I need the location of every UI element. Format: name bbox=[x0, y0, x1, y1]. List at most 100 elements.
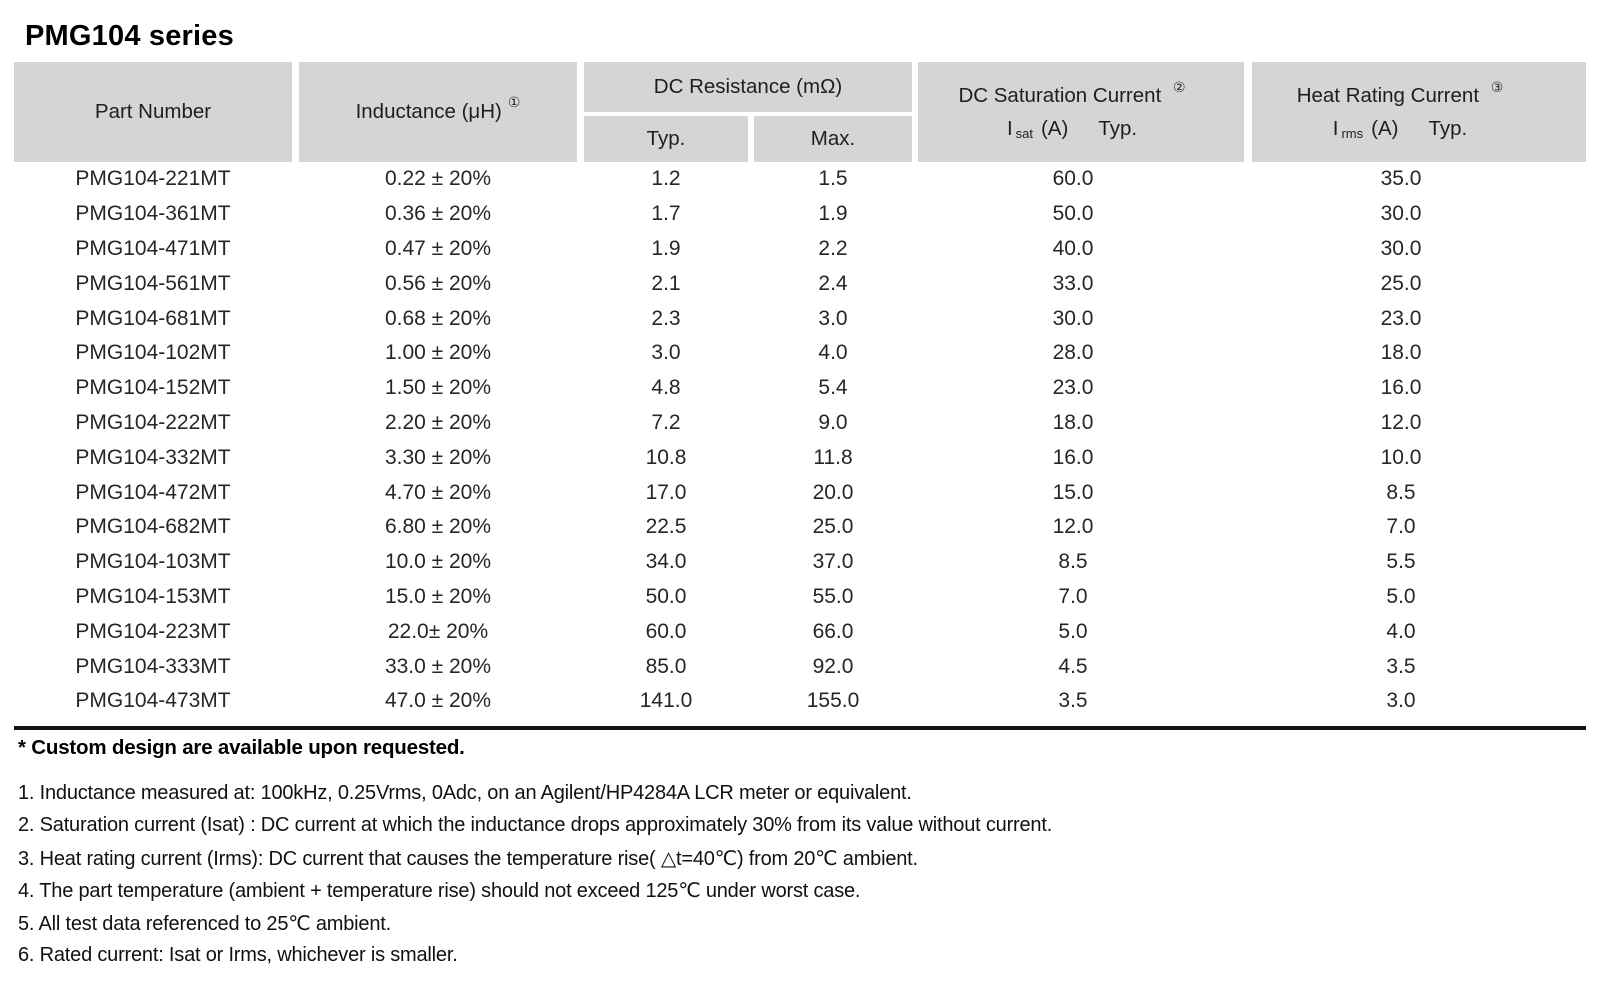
cell-irms: 12.0 bbox=[1380, 410, 1422, 434]
cell-part-number: PMG104-102MT bbox=[75, 341, 231, 365]
isat-subscript: sat bbox=[1015, 126, 1033, 141]
isat-unit: (A) bbox=[1040, 116, 1069, 140]
footnote-ref-2: ② bbox=[1172, 78, 1186, 95]
cell-dcr-typ: 34.0 bbox=[645, 550, 687, 574]
footnote-6: 6. Rated current: Isat or Irms, whicheve… bbox=[18, 944, 458, 967]
table-row: PMG104-103MT 10.0 ± 20% 34.0 37.0 8.5 5.… bbox=[14, 545, 1586, 580]
cell-dcr-typ: 22.5 bbox=[645, 515, 687, 539]
col-header-heat-rating-current: Heat Rating Current ③ I rms (A) Typ. bbox=[1252, 62, 1586, 162]
saturation-subheader: I sat (A) Typ. bbox=[1007, 116, 1138, 142]
irms-qualifier: Typ. bbox=[1428, 116, 1468, 140]
table-row: PMG104-102MT 1.00 ± 20% 3.0 4.0 28.0 18.… bbox=[14, 336, 1586, 371]
cell-irms: 7.0 bbox=[1386, 515, 1416, 539]
irms-unit: (A) bbox=[1371, 116, 1399, 140]
cell-inductance: 4.70 ± 20% bbox=[384, 480, 492, 504]
cell-isat: 30.0 bbox=[1052, 306, 1094, 330]
col-header-heat-label: Heat Rating Current bbox=[1296, 83, 1480, 107]
irms-subscript: rms bbox=[1341, 126, 1364, 141]
cell-part-number: PMG104-472MT bbox=[75, 480, 231, 504]
cell-irms: 3.5 bbox=[1386, 654, 1416, 678]
cell-part-number: PMG104-682MT bbox=[75, 515, 231, 539]
cell-dcr-typ: 1.9 bbox=[651, 236, 681, 260]
cell-dcr-typ: 2.3 bbox=[651, 306, 681, 330]
cell-inductance: 3.30 ± 20% bbox=[384, 445, 492, 469]
cell-inductance: 47.0 ± 20% bbox=[384, 689, 492, 713]
page-title: PMG104 series bbox=[25, 20, 234, 52]
cell-isat: 8.5 bbox=[1058, 550, 1088, 574]
table-row: PMG104-473MT 47.0 ± 20% 141.0 155.0 3.5 … bbox=[14, 684, 1586, 719]
col-header-dc-resistance: DC Resistance (mΩ) bbox=[584, 62, 912, 112]
cell-isat: 4.5 bbox=[1058, 654, 1088, 678]
cell-irms: 3.0 bbox=[1386, 689, 1416, 713]
cell-dcr-typ: 1.2 bbox=[651, 167, 681, 191]
col-header-inductance-label: Inductance (μH) bbox=[355, 100, 502, 123]
cell-isat: 33.0 bbox=[1052, 271, 1094, 295]
table-body: PMG104-221MT 0.22 ± 20% 1.2 1.5 60.0 35.… bbox=[14, 162, 1586, 719]
col-header-dcr-typ-label: Typ. bbox=[646, 127, 686, 150]
table-row: PMG104-561MT 0.56 ± 20% 2.1 2.4 33.0 25.… bbox=[14, 266, 1586, 301]
cell-part-number: PMG104-332MT bbox=[75, 445, 231, 469]
footnote-2: 2. Saturation current (Isat) : DC curren… bbox=[18, 814, 1053, 837]
cell-inductance: 0.47 ± 20% bbox=[384, 236, 492, 260]
cell-isat: 18.0 bbox=[1052, 410, 1094, 434]
footnote-ref-1: ① bbox=[507, 93, 521, 110]
table-bottom-rule bbox=[14, 725, 1586, 730]
custom-design-note: * Custom design are available upon reque… bbox=[18, 736, 465, 759]
cell-part-number: PMG104-152MT bbox=[75, 376, 231, 400]
cell-dcr-max: 1.9 bbox=[818, 202, 848, 226]
cell-dcr-max: 55.0 bbox=[812, 584, 854, 608]
cell-dcr-typ: 3.0 bbox=[651, 341, 681, 365]
cell-dcr-typ: 1.7 bbox=[651, 202, 681, 226]
table-row: PMG104-682MT 6.80 ± 20% 22.5 25.0 12.0 7… bbox=[14, 510, 1586, 545]
table-row: PMG104-223MT 22.0± 20% 60.0 66.0 5.0 4.0 bbox=[14, 614, 1586, 649]
cell-dcr-max: 9.0 bbox=[818, 410, 848, 434]
cell-part-number: PMG104-471MT bbox=[75, 236, 231, 260]
cell-irms: 30.0 bbox=[1380, 236, 1422, 260]
cell-part-number: PMG104-223MT bbox=[75, 619, 231, 643]
cell-isat: 5.0 bbox=[1058, 619, 1088, 643]
table-header: Part Number Inductance (μH) ① DC Resista… bbox=[14, 62, 1586, 162]
cell-isat: 60.0 bbox=[1052, 167, 1094, 191]
cell-dcr-max: 20.0 bbox=[812, 480, 854, 504]
table-row: PMG104-472MT 4.70 ± 20% 17.0 20.0 15.0 8… bbox=[14, 475, 1586, 510]
isat-qualifier: Typ. bbox=[1098, 116, 1138, 140]
cell-irms: 30.0 bbox=[1380, 202, 1422, 226]
irms-symbol: I bbox=[1332, 116, 1339, 140]
cell-dcr-max: 5.4 bbox=[818, 376, 848, 400]
cell-part-number: PMG104-221MT bbox=[75, 167, 231, 191]
col-header-dc-resistance-label: DC Resistance (mΩ) bbox=[653, 75, 843, 98]
cell-inductance: 15.0 ± 20% bbox=[384, 584, 492, 608]
cell-dcr-typ: 141.0 bbox=[639, 689, 693, 713]
table-row: PMG104-221MT 0.22 ± 20% 1.2 1.5 60.0 35.… bbox=[14, 162, 1586, 197]
cell-dcr-typ: 17.0 bbox=[645, 480, 687, 504]
cell-part-number: PMG104-361MT bbox=[75, 202, 231, 226]
cell-dcr-max: 3.0 bbox=[818, 306, 848, 330]
footnote-ref-3: ③ bbox=[1490, 78, 1504, 95]
heat-title-row: Heat Rating Current ③ bbox=[1296, 79, 1504, 108]
col-header-saturation-label: DC Saturation Current bbox=[958, 83, 1162, 107]
cell-irms: 8.5 bbox=[1386, 480, 1416, 504]
cell-dcr-typ: 50.0 bbox=[645, 584, 687, 608]
cell-part-number: PMG104-561MT bbox=[75, 271, 231, 295]
cell-dcr-typ: 4.8 bbox=[651, 376, 681, 400]
cell-inductance: 22.0± 20% bbox=[387, 619, 489, 643]
table-row: PMG104-153MT 15.0 ± 20% 50.0 55.0 7.0 5.… bbox=[14, 580, 1586, 615]
saturation-title-row: DC Saturation Current ② bbox=[958, 79, 1185, 108]
cell-irms: 16.0 bbox=[1380, 376, 1422, 400]
cell-part-number: PMG104-473MT bbox=[75, 689, 231, 713]
cell-irms: 5.0 bbox=[1386, 584, 1416, 608]
cell-inductance: 0.36 ± 20% bbox=[384, 202, 492, 226]
cell-dcr-typ: 2.1 bbox=[651, 271, 681, 295]
table-row: PMG104-333MT 33.0 ± 20% 85.0 92.0 4.5 3.… bbox=[14, 649, 1586, 684]
cell-inductance: 1.50 ± 20% bbox=[384, 376, 492, 400]
cell-irms: 5.5 bbox=[1386, 550, 1416, 574]
heat-subheader: I rms (A) Typ. bbox=[1332, 116, 1468, 142]
cell-isat: 7.0 bbox=[1058, 584, 1088, 608]
cell-dcr-typ: 10.8 bbox=[645, 445, 687, 469]
table-row: PMG104-332MT 3.30 ± 20% 10.8 11.8 16.0 1… bbox=[14, 440, 1586, 475]
cell-dcr-max: 2.4 bbox=[818, 271, 848, 295]
cell-dcr-max: 155.0 bbox=[806, 689, 860, 713]
cell-dcr-max: 11.8 bbox=[813, 445, 853, 469]
cell-isat: 50.0 bbox=[1052, 202, 1094, 226]
cell-part-number: PMG104-153MT bbox=[75, 584, 231, 608]
